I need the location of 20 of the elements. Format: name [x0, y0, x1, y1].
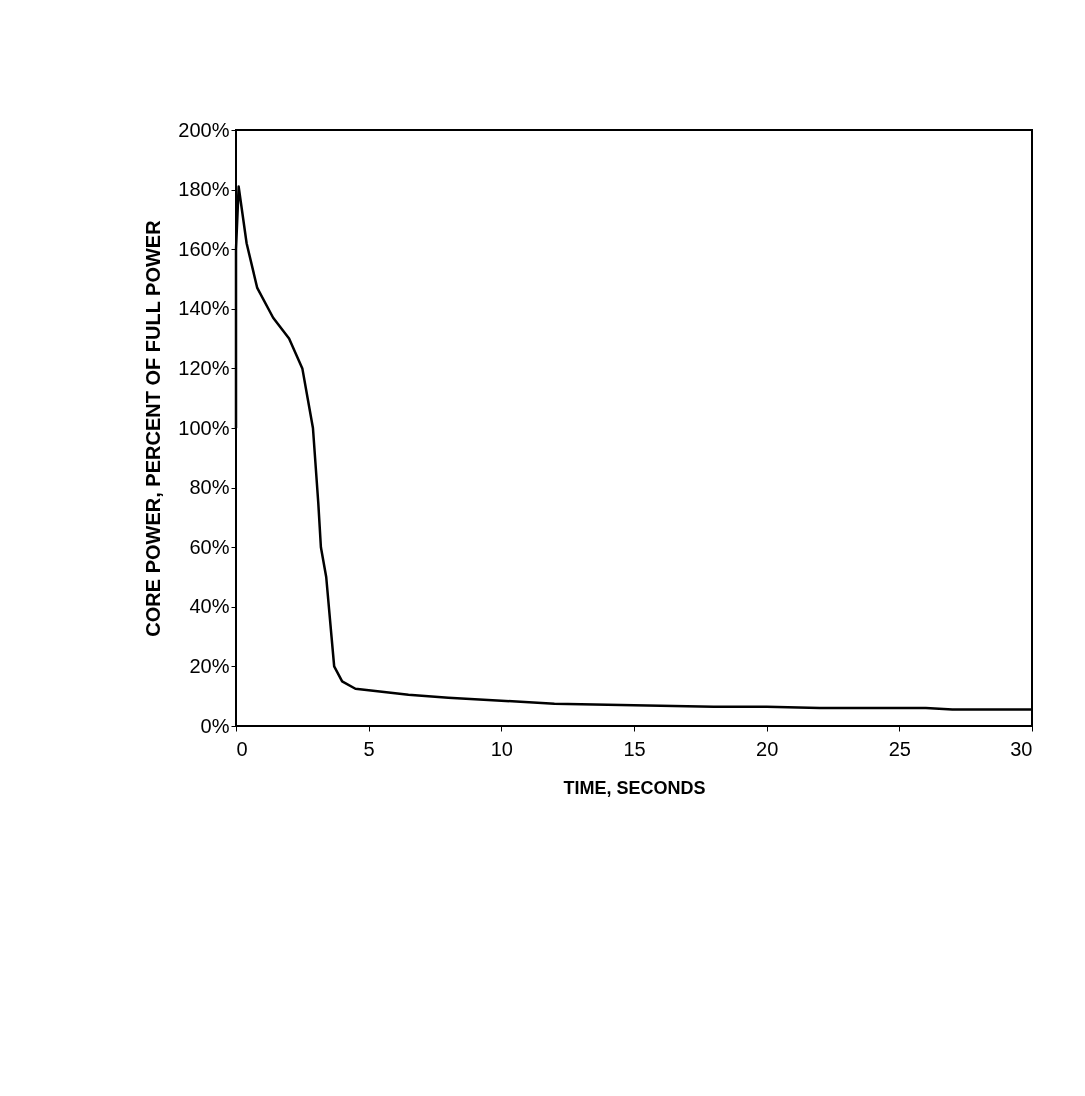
- x-tick-label: 25: [888, 737, 911, 760]
- y-tick-label: 120%: [178, 356, 230, 379]
- y-tick-label: 160%: [178, 237, 230, 260]
- y-tick-label: 40%: [189, 595, 230, 618]
- x-tick-label: 20: [756, 737, 779, 760]
- x-tick-label: 0: [236, 737, 248, 760]
- y-axis-title: CORE POWER, PERCENT OF FULL POWER: [142, 219, 165, 637]
- y-tick-label: 200%: [178, 118, 230, 141]
- x-tick-label: 10: [490, 737, 513, 760]
- x-tick-label: 30: [1010, 737, 1033, 760]
- y-tick-label: 180%: [178, 178, 230, 201]
- y-tick-label: 20%: [189, 654, 230, 677]
- x-tick-label: 15: [623, 737, 646, 760]
- x-axis-title: TIME, SECONDS: [563, 777, 706, 798]
- x-tick-label: 5: [363, 737, 375, 760]
- y-tick-label: 80%: [189, 476, 230, 499]
- y-tick-label: 100%: [178, 416, 230, 439]
- y-tick-label: 140%: [178, 297, 230, 320]
- y-tick-label: 0%: [200, 714, 230, 737]
- y-tick-label: 60%: [189, 535, 230, 558]
